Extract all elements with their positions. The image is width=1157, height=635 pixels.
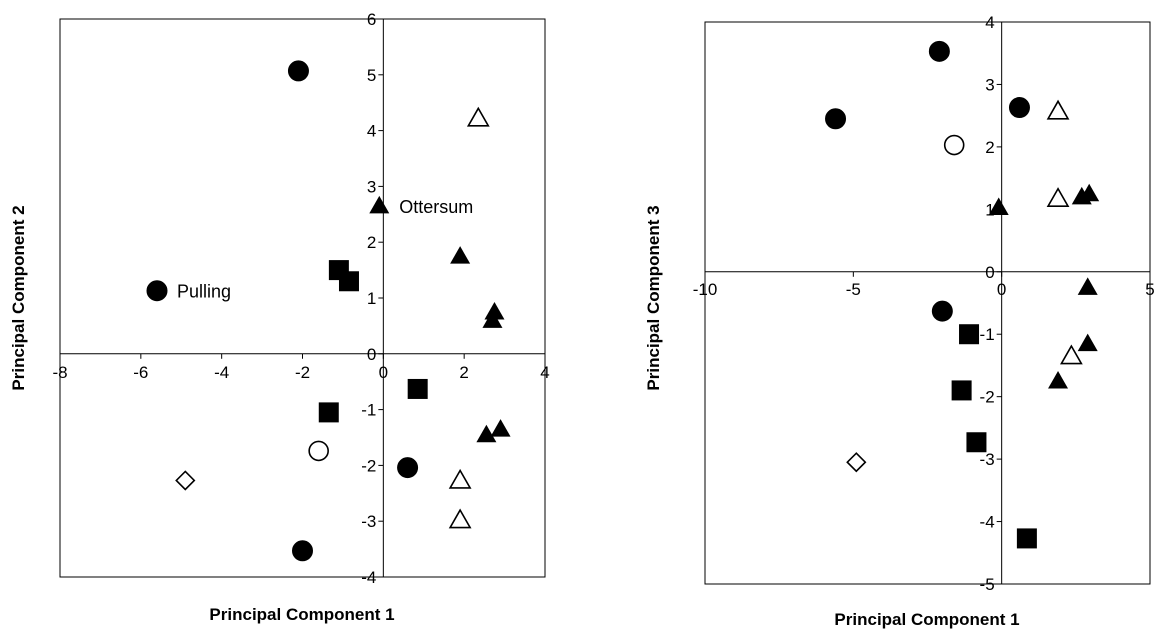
data-point-filled-triangle	[988, 197, 1009, 215]
y-tick-label: 0	[367, 345, 376, 364]
plot-area	[59, 18, 546, 578]
x-tick-label: 0	[997, 280, 1006, 299]
y-tick-label: -4	[361, 568, 376, 587]
data-point-filled-circle	[1008, 97, 1030, 119]
y-tick-label: -2	[361, 456, 376, 475]
y-tick-label: -2	[980, 388, 995, 407]
data-point-filled-circle	[931, 300, 953, 322]
data-point-filled-triangle	[1077, 333, 1098, 352]
data-point-open-diamond	[175, 470, 196, 491]
y-axis-title: Principal Component 3	[644, 205, 663, 390]
x-axis-title: Principal Component 1	[209, 605, 394, 624]
data-point-filled-square	[338, 271, 359, 292]
y-tick-label: 4	[367, 122, 376, 141]
y-tick-label: -3	[980, 450, 995, 469]
data-point-filled-triangle	[450, 246, 471, 264]
y-tick-label: -1	[361, 401, 376, 420]
x-tick-label: 2	[459, 363, 468, 382]
data-point-open-triangle	[448, 508, 472, 529]
data-point-open-triangle	[448, 468, 472, 489]
data-point-open-circle	[943, 134, 965, 156]
data-point-filled-triangle	[369, 195, 390, 214]
y-tick-label: 0	[985, 263, 994, 282]
x-tick-label: 0	[379, 363, 388, 382]
x-tick-label: -4	[214, 363, 229, 382]
data-point-filled-triangle	[484, 301, 505, 320]
x-tick-label: -5	[846, 280, 861, 299]
y-tick-label: 3	[367, 177, 376, 196]
data-point-filled-square	[966, 432, 987, 453]
data-point-filled-square	[318, 402, 339, 423]
data-point-open-triangle	[466, 106, 490, 127]
data-point-open-circle	[308, 440, 329, 462]
data-point-filled-circle	[146, 280, 168, 302]
data-point-filled-circle	[292, 540, 313, 562]
point-annotation: Ottersum	[399, 197, 473, 217]
y-tick-label: 2	[367, 233, 376, 252]
data-point-filled-triangle	[482, 310, 503, 328]
y-tick-label: 4	[985, 13, 994, 32]
data-point-filled-square	[951, 380, 972, 401]
x-tick-label: 5	[1145, 280, 1154, 299]
data-point-open-triangle	[1060, 344, 1083, 365]
point-annotation: Pulling	[177, 282, 231, 302]
y-tick-label: -5	[980, 575, 995, 594]
y-tick-label: -1	[980, 325, 995, 344]
y-axis-title: Principal Component 2	[9, 205, 28, 390]
y-tick-label: 5	[367, 66, 376, 85]
data-point-filled-circle	[825, 108, 847, 130]
y-tick-label: 1	[985, 200, 994, 219]
x-tick-label: -8	[52, 363, 67, 382]
data-point-filled-triangle	[1048, 371, 1069, 389]
data-point-open-diamond	[846, 452, 867, 473]
y-tick-label: -3	[361, 512, 376, 531]
data-point-filled-square	[407, 378, 428, 399]
x-tick-label: 4	[540, 363, 549, 382]
x-axis-title: Principal Component 1	[834, 610, 1019, 629]
data-point-filled-square	[959, 324, 980, 345]
x-tick-label: -6	[133, 363, 148, 382]
x-tick-label: -10	[693, 280, 718, 299]
data-point-filled-triangle	[476, 424, 497, 443]
data-point-filled-circle	[287, 60, 309, 82]
y-tick-label: 2	[985, 138, 994, 157]
plot-area	[704, 21, 1151, 585]
data-point-filled-triangle	[1077, 277, 1098, 295]
data-point-filled-triangle	[490, 419, 511, 437]
data-point-open-triangle	[1046, 99, 1070, 120]
data-point-filled-circle	[928, 40, 950, 62]
y-tick-label: -4	[980, 513, 995, 532]
data-point-filled-square	[1016, 528, 1037, 549]
data-point-filled-triangle	[1079, 183, 1100, 202]
data-point-filled-circle	[397, 457, 419, 479]
y-tick-label: 6	[367, 10, 376, 29]
y-tick-label: 3	[985, 75, 994, 94]
y-tick-label: 1	[367, 289, 376, 308]
data-point-open-triangle	[1046, 187, 1070, 208]
x-tick-label: -2	[295, 363, 310, 382]
